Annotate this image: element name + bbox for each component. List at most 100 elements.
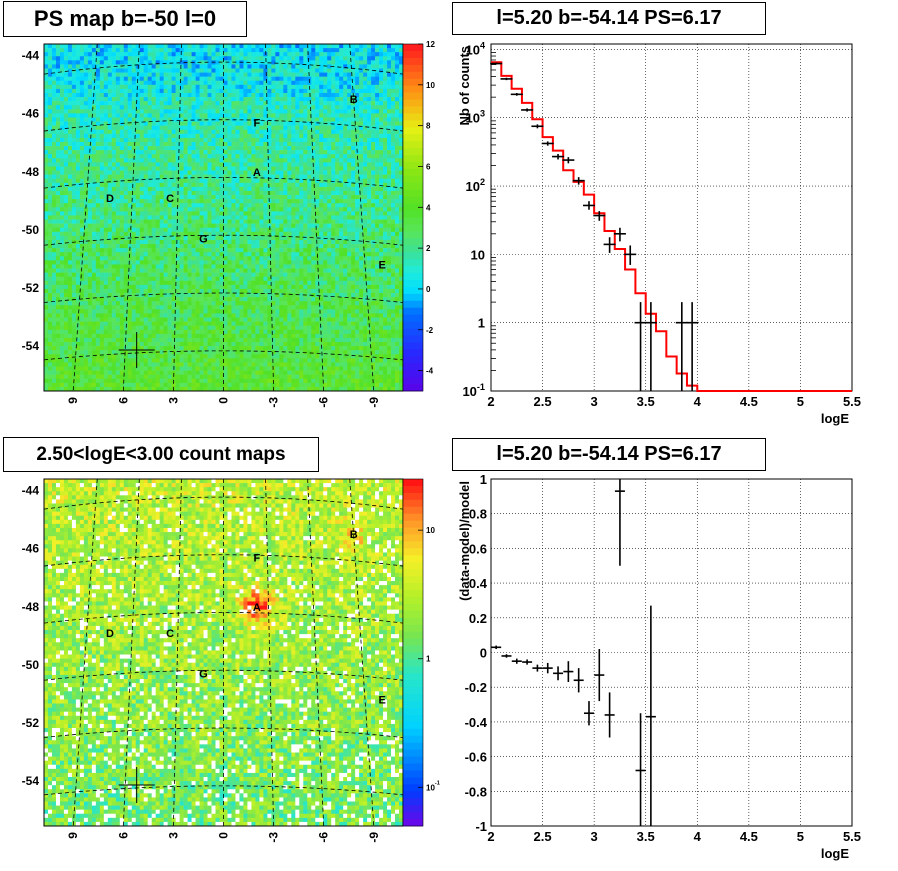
map-pixel bbox=[323, 162, 328, 167]
map-pixel bbox=[235, 248, 240, 253]
map-pixel bbox=[255, 170, 260, 175]
map-pixel bbox=[371, 44, 376, 49]
map-pixel bbox=[247, 264, 252, 269]
map-pixel bbox=[55, 97, 61, 102]
map-pixel bbox=[183, 211, 188, 216]
map-pixel bbox=[375, 190, 380, 196]
map-pixel bbox=[203, 239, 208, 245]
map-pixel bbox=[143, 223, 149, 228]
map-pixel bbox=[331, 231, 336, 237]
residual-title: l=5.20 b=-54.14 PS=6.17 bbox=[452, 438, 766, 471]
map-pixel bbox=[327, 211, 332, 216]
map-pixel bbox=[283, 109, 288, 114]
map-pixel bbox=[59, 64, 65, 69]
map-pixel bbox=[187, 117, 192, 122]
map-pixel bbox=[319, 178, 324, 184]
map-pixel bbox=[239, 260, 244, 265]
map-pixel bbox=[99, 48, 105, 53]
map-pixel bbox=[387, 76, 392, 82]
map-pixel bbox=[91, 211, 97, 216]
map-pixel bbox=[211, 182, 216, 188]
map-pixel bbox=[303, 190, 308, 196]
map-pixel bbox=[135, 48, 141, 53]
map-pixel bbox=[243, 97, 248, 102]
map-pixel bbox=[295, 162, 300, 167]
map-pixel bbox=[115, 231, 121, 237]
map-pixel bbox=[267, 101, 272, 106]
map-pixel bbox=[355, 84, 360, 90]
map-pixel bbox=[267, 158, 272, 163]
map-pixel bbox=[331, 199, 336, 204]
map-pixel bbox=[111, 92, 117, 98]
map-pixel bbox=[231, 186, 236, 192]
map-pixel bbox=[163, 268, 168, 273]
map-pixel bbox=[63, 56, 69, 61]
map-pixel bbox=[239, 154, 244, 159]
map-pixel bbox=[243, 92, 248, 98]
map-pixel bbox=[387, 141, 392, 147]
map-pixel bbox=[323, 211, 328, 216]
map-pixel bbox=[203, 80, 208, 86]
map-pixel bbox=[103, 44, 109, 49]
map-pixel bbox=[167, 84, 172, 90]
map-pixel bbox=[187, 88, 192, 94]
map-pixel bbox=[323, 125, 328, 131]
map-pixel bbox=[163, 117, 168, 122]
map-pixel bbox=[175, 195, 180, 200]
map-pixel bbox=[47, 141, 53, 147]
map-pixel bbox=[231, 97, 236, 102]
map-pixel bbox=[195, 146, 200, 151]
map-pixel bbox=[283, 244, 288, 249]
map-pixel bbox=[99, 141, 105, 147]
map-pixel bbox=[295, 170, 300, 175]
map-pixel bbox=[99, 223, 105, 228]
map-pixel bbox=[95, 244, 101, 249]
map-pixel bbox=[235, 125, 240, 131]
map-pixel bbox=[399, 182, 404, 188]
map-pixel bbox=[47, 207, 53, 212]
map-pixel bbox=[199, 252, 204, 257]
map-pixel bbox=[139, 244, 145, 249]
map-pixel bbox=[399, 186, 404, 192]
map-pixel bbox=[143, 52, 149, 57]
map-pixel bbox=[207, 223, 212, 228]
map-pixel bbox=[199, 125, 204, 131]
map-pixel bbox=[127, 170, 133, 175]
map-pixel bbox=[399, 231, 404, 237]
map-pixel bbox=[287, 190, 292, 196]
map-pixel bbox=[323, 68, 328, 73]
map-pixel bbox=[235, 195, 240, 200]
map-pixel bbox=[187, 146, 192, 151]
map-pixel bbox=[375, 227, 380, 233]
map-pixel bbox=[67, 178, 73, 184]
map-pixel bbox=[287, 105, 292, 110]
map-pixel bbox=[67, 162, 73, 167]
map-pixel bbox=[163, 199, 168, 204]
map-pixel bbox=[59, 97, 65, 102]
map-pixel bbox=[183, 146, 188, 151]
map-pixel bbox=[95, 113, 101, 118]
map-pixel bbox=[59, 174, 65, 180]
map-pixel bbox=[47, 178, 53, 184]
map-pixel bbox=[395, 199, 400, 204]
map-pixel bbox=[351, 227, 356, 233]
map-pixel bbox=[283, 252, 288, 257]
map-pixel bbox=[67, 239, 73, 245]
map-pixel bbox=[47, 190, 53, 196]
map-pixel bbox=[395, 244, 400, 249]
map-pixel bbox=[279, 113, 284, 118]
map-pixel bbox=[59, 109, 65, 114]
map-pixel bbox=[375, 248, 380, 253]
map-pixel bbox=[323, 146, 328, 151]
map-pixel bbox=[371, 64, 376, 69]
map-pixel bbox=[307, 146, 312, 151]
map-pixel bbox=[215, 137, 220, 143]
map-pixel bbox=[143, 256, 149, 261]
map-pixel bbox=[267, 182, 272, 188]
map-pixel bbox=[175, 137, 180, 143]
map-pixel bbox=[275, 150, 280, 155]
map-pixel bbox=[367, 150, 372, 155]
map-pixel bbox=[311, 150, 316, 155]
map-pixel bbox=[63, 235, 69, 241]
map-pixel bbox=[63, 76, 69, 82]
